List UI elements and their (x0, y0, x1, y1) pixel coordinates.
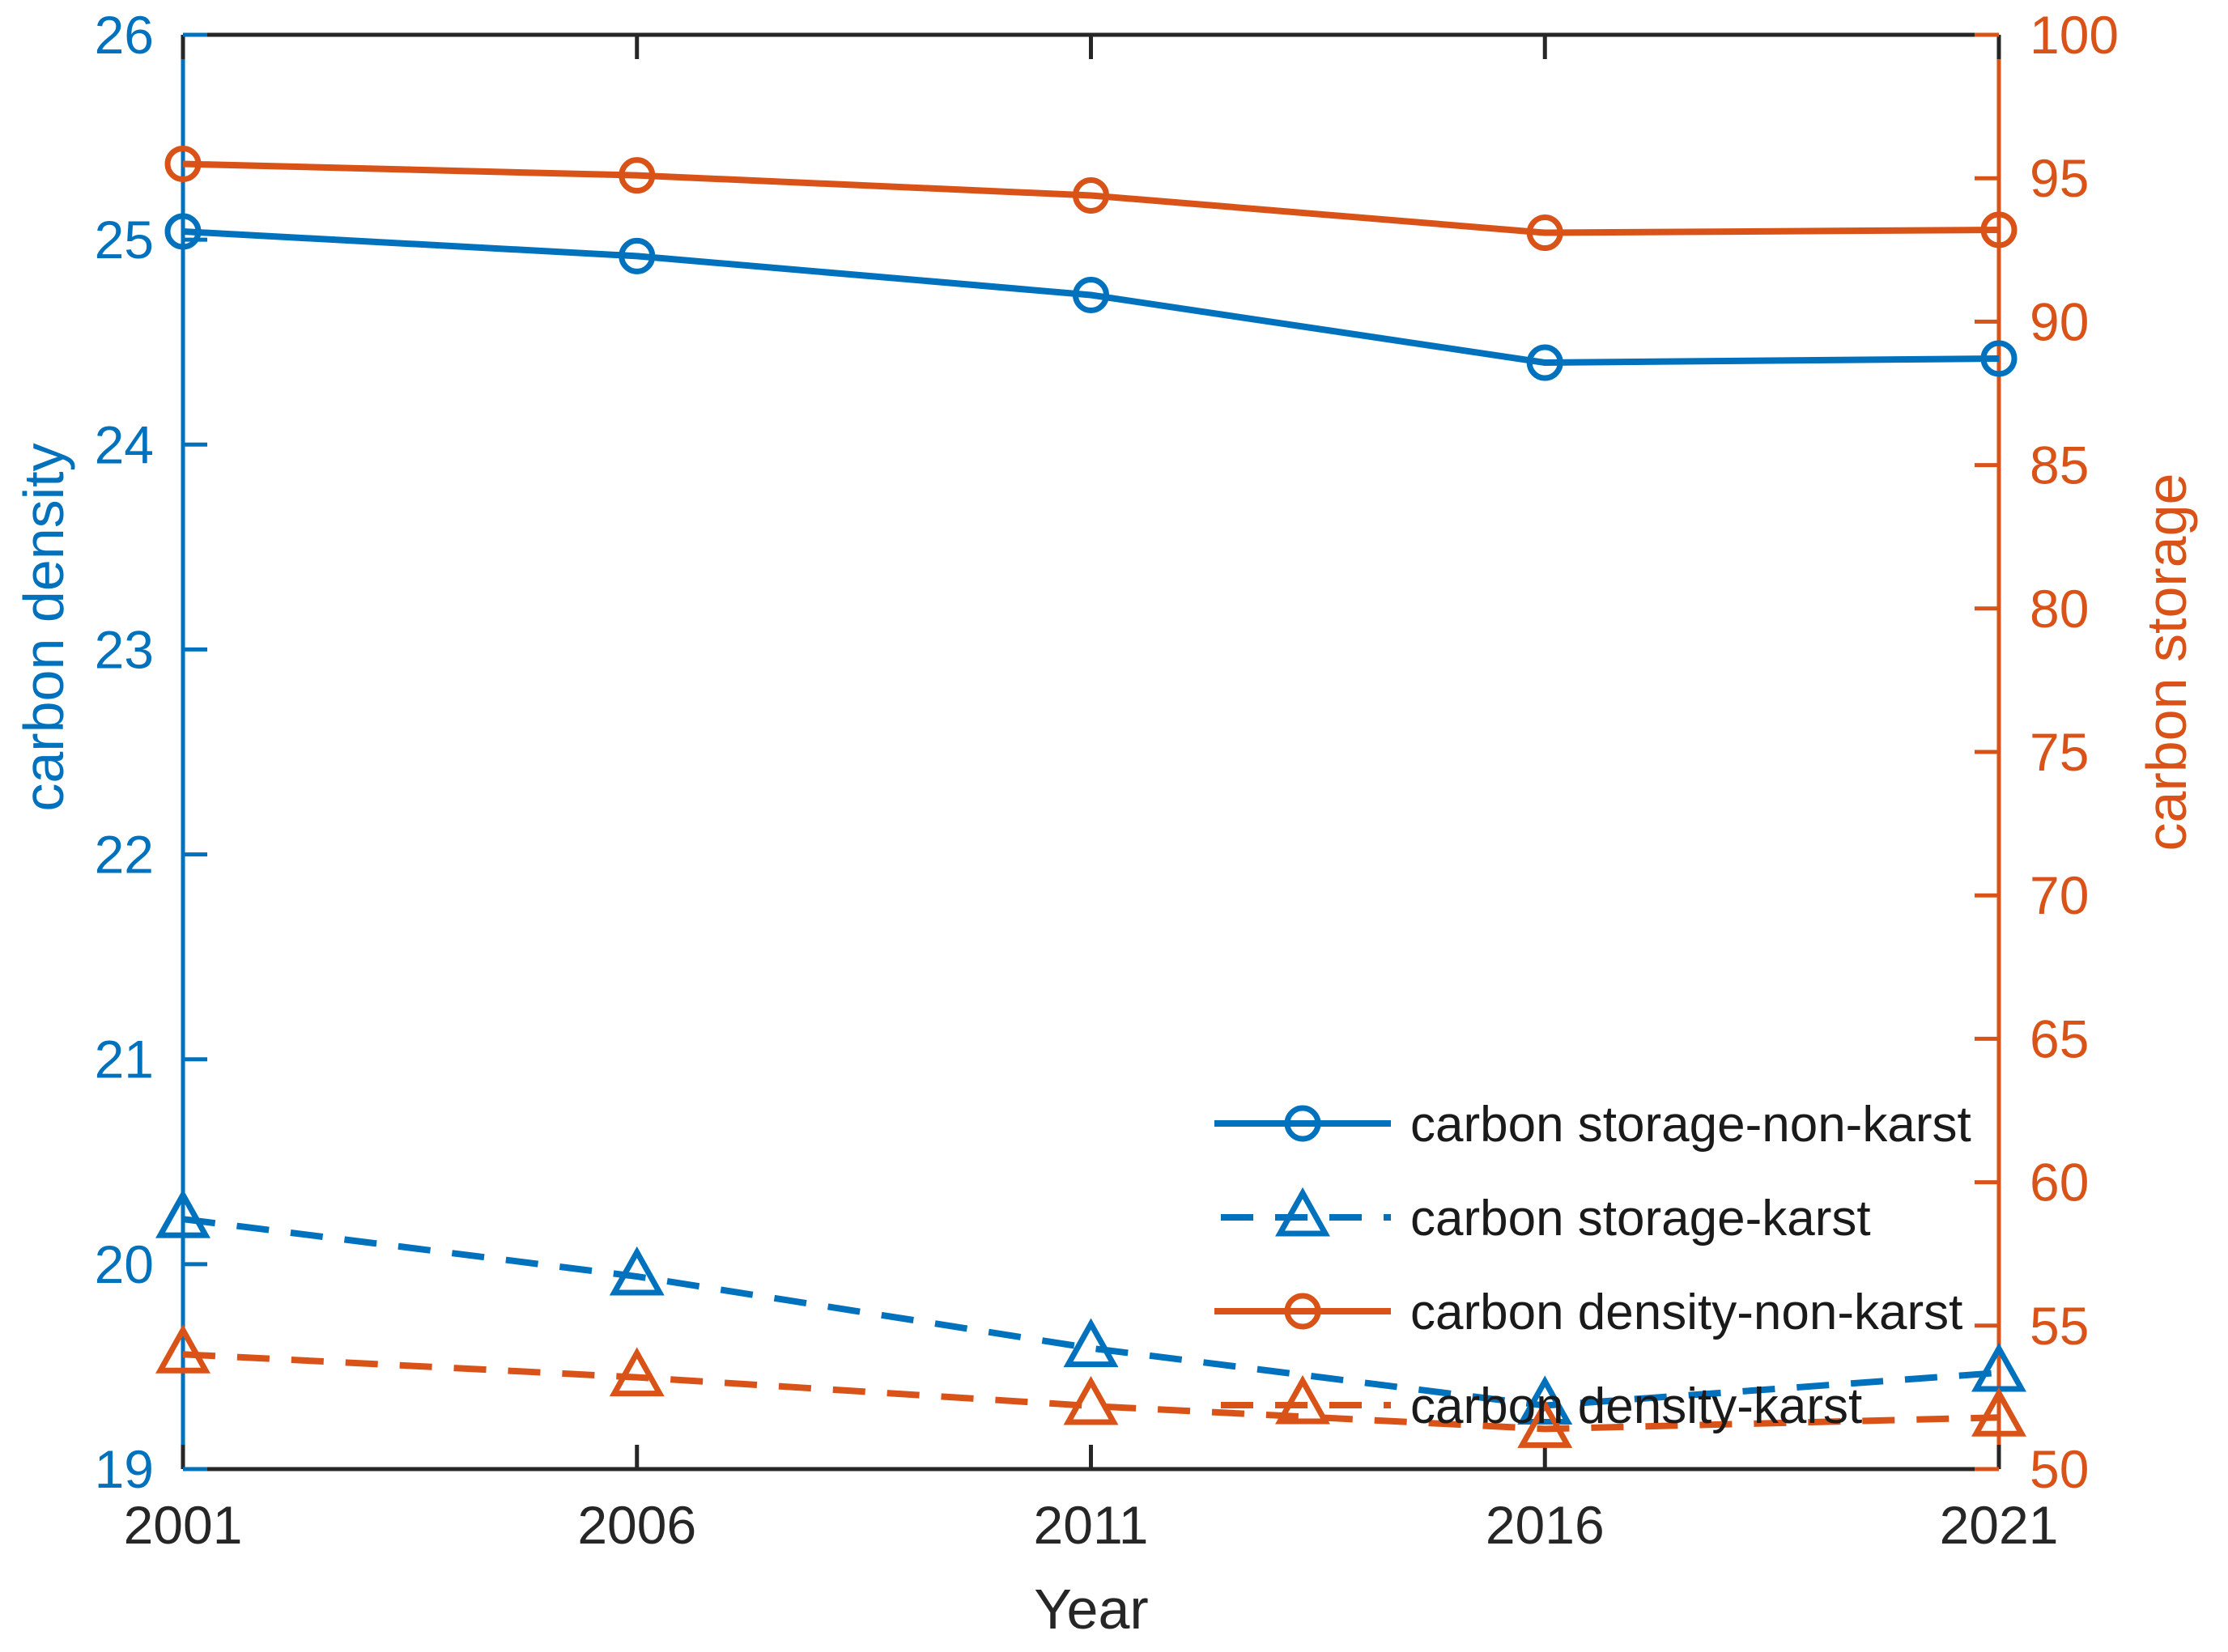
left-tick-label: 25 (95, 210, 154, 270)
series-circle-solid (164, 145, 2018, 252)
x-tick-label: 2006 (577, 1495, 696, 1555)
x-tick-label: 2021 (1940, 1495, 2059, 1555)
circle-marker (1073, 176, 1109, 214)
right-tick-label: 90 (2030, 291, 2089, 351)
right-axis-label: carbon storage (2135, 474, 2198, 851)
circle-marker (619, 237, 656, 274)
series-circle-solid (164, 213, 2018, 381)
axis-ticks: 2001 2006 2011 2016 202119202122232425265055… (95, 5, 2120, 1555)
right-tick-label: 50 (2030, 1439, 2089, 1499)
triangle-marker (1063, 1375, 1119, 1425)
triangle-marker (1275, 1187, 1330, 1237)
series-triangle-dashed (155, 1189, 2026, 1425)
left-tick-label: 24 (95, 414, 154, 474)
left-tick-label: 23 (95, 619, 154, 679)
triangle-marker (1517, 1375, 1573, 1425)
circle-marker (1980, 340, 2018, 377)
left-tick-label: 22 (95, 825, 154, 885)
legend-label: carbon storage-non-karst (1410, 1097, 1971, 1153)
series-line (182, 228, 2000, 367)
right-tick-label: 65 (2030, 1009, 2089, 1068)
triangle-marker (1063, 1318, 1119, 1368)
right-tick-label: 70 (2030, 865, 2089, 925)
right-tick-label: 95 (2030, 148, 2089, 208)
series-line (182, 160, 2000, 236)
circle-marker (1284, 1105, 1321, 1142)
left-tick-label: 20 (95, 1234, 154, 1294)
left-tick-label: 19 (95, 1439, 154, 1499)
triangle-marker (609, 1246, 665, 1296)
circle-marker (1526, 344, 1563, 381)
triangle-marker (1971, 1387, 2026, 1437)
series-line (182, 1351, 2000, 1433)
x-tick-label: 2011 (1034, 1495, 1149, 1555)
data-series (155, 145, 2026, 1448)
triangle-marker (609, 1347, 665, 1397)
circle-marker (619, 157, 656, 194)
right-tick-label: 75 (2030, 722, 2089, 782)
legend-item: carbon density-non-karst (1214, 1285, 1962, 1340)
right-tick-label: 80 (2030, 579, 2089, 639)
right-tick-label: 85 (2030, 435, 2089, 495)
circle-marker (1073, 276, 1109, 313)
triangle-marker (1275, 1374, 1330, 1425)
left-tick-label: 21 (95, 1030, 154, 1089)
left-axis-label: carbon density (12, 443, 75, 811)
legend-label: carbon storage-karst (1410, 1191, 1871, 1246)
legend: carbon storage-non-karst carbon storage-k… (1214, 1097, 1971, 1434)
right-tick-label: 55 (2030, 1296, 2089, 1356)
circle-marker (164, 145, 202, 182)
x-axis-label: Year (1034, 1578, 1148, 1641)
x-tick-label: 2016 (1486, 1495, 1605, 1555)
left-tick-label: 26 (95, 5, 154, 65)
legend-label: carbon density-non-karst (1410, 1285, 1962, 1340)
series-triangle-dashed (155, 1324, 2026, 1448)
right-tick-label: 60 (2030, 1153, 2089, 1212)
triangle-marker (155, 1324, 210, 1374)
circle-marker (164, 213, 202, 250)
legend-label: carbon density-karst (1410, 1378, 1862, 1434)
circle-marker (1526, 214, 1563, 252)
legend-item: carbon density-karst (1214, 1374, 1862, 1434)
x-tick-label: 2001 (124, 1495, 243, 1555)
triangle-marker (155, 1189, 210, 1238)
circle-marker (1284, 1293, 1321, 1330)
series-line (182, 1216, 2000, 1409)
triangle-marker (1517, 1399, 1573, 1448)
circle-marker (1980, 211, 2018, 248)
right-tick-label: 100 (2030, 5, 2119, 65)
legend-item: carbon storage-karst (1214, 1187, 1871, 1246)
legend-item: carbon storage-non-karst (1214, 1097, 1971, 1153)
